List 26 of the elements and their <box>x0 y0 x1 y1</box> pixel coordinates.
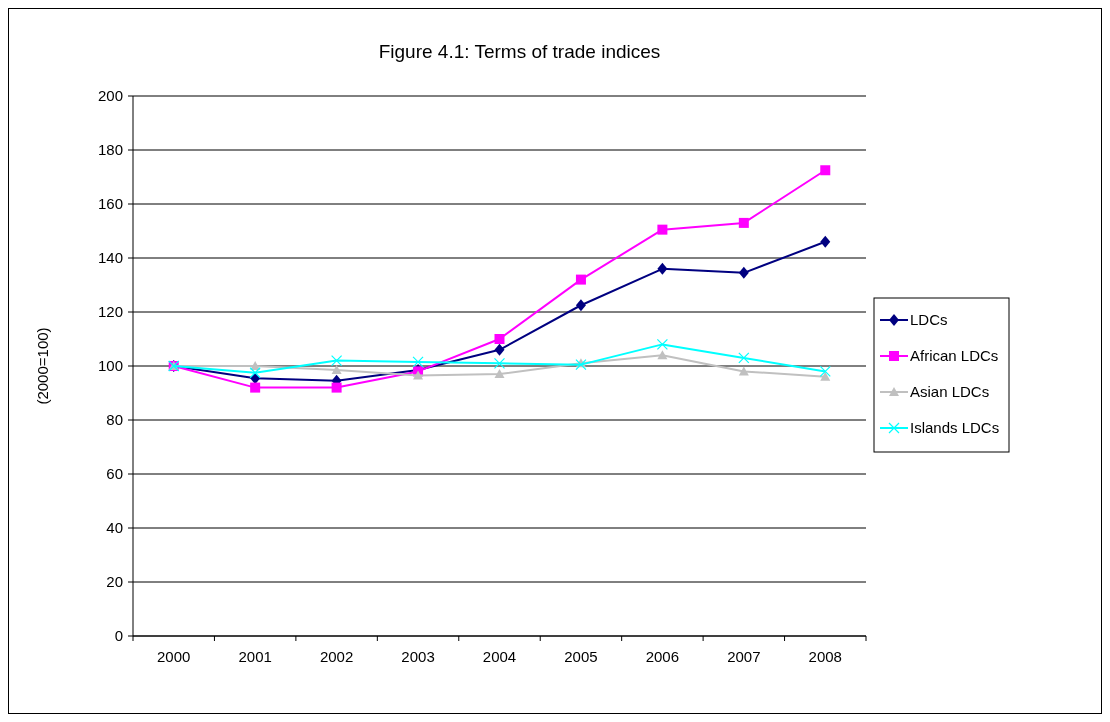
y-tick-label: 180 <box>97 141 123 159</box>
y-tick-label: 100 <box>97 357 123 375</box>
legend-label: Asian LDCs <box>910 383 990 401</box>
x-tick-label: 2008 <box>808 648 842 665</box>
x-tick-label: 2001 <box>238 648 272 665</box>
y-tick-label: 120 <box>97 303 123 321</box>
y-tick-label: 0 <box>114 627 123 645</box>
y-tick-label: 160 <box>97 195 123 213</box>
y-tick-label: 60 <box>106 465 123 483</box>
x-tick-label: 2004 <box>482 648 517 665</box>
y-tick-label: 40 <box>106 519 123 537</box>
y-tick-label: 200 <box>97 87 123 105</box>
legend-label: LDCs <box>910 311 948 329</box>
x-tick-label: 2005 <box>564 648 598 665</box>
legend-label: Islands LDCs <box>910 419 1000 437</box>
x-tick-label: 2000 <box>157 648 191 665</box>
y-tick-label: 80 <box>106 411 123 429</box>
y-axis-title: (2000=100) <box>34 327 51 405</box>
chart-title: Figure 4.1: Terms of trade indices <box>378 41 661 62</box>
x-tick-label: 2002 <box>319 648 354 665</box>
x-tick-label: 2003 <box>401 648 435 665</box>
y-tick-label: 20 <box>106 573 123 591</box>
x-tick-label: 2006 <box>645 648 680 665</box>
x-tick-label: 2007 <box>727 648 761 665</box>
y-tick-label: 140 <box>97 249 123 267</box>
legend-label: African LDCs <box>910 347 999 365</box>
